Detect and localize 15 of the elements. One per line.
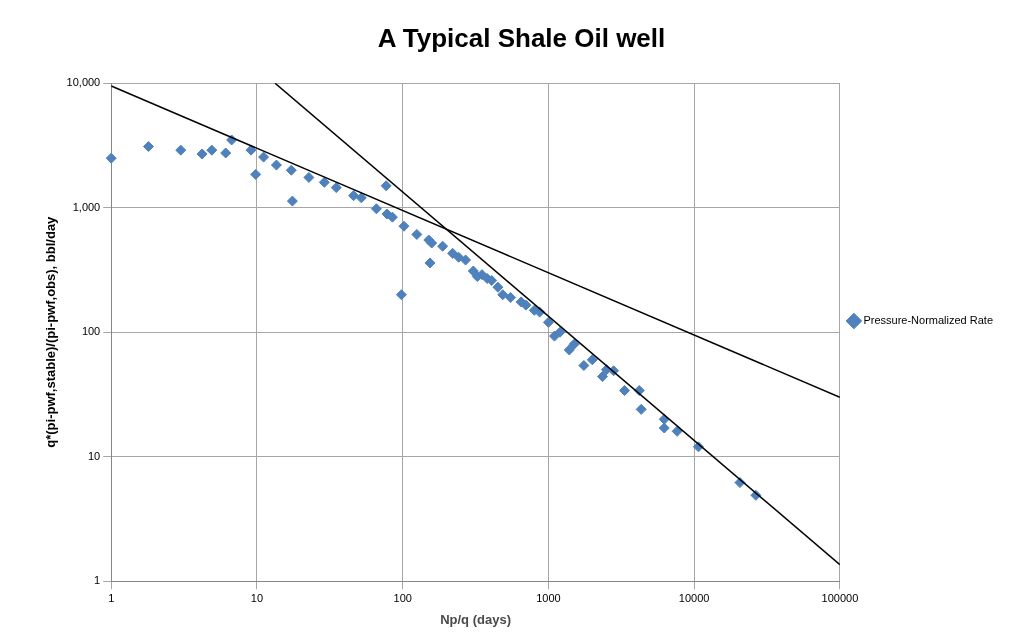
x-tick-label: 1	[108, 591, 115, 604]
chart-title: A Typical Shale Oil well	[377, 22, 666, 53]
y-tick-label: 10	[87, 449, 101, 462]
x-tick-label: 100000	[821, 591, 859, 604]
y-axis-title: q*(pi-pwf,stable)/(pi-pwf,obs), bbl/day	[43, 215, 59, 448]
x-tick-label: 10000	[678, 591, 710, 604]
y-tick-label: 10,000	[66, 76, 101, 89]
x-tick-label: 1000	[536, 591, 561, 604]
y-tick-label: 1	[94, 574, 101, 587]
x-tick-label: 10	[250, 591, 264, 604]
y-tick-label: 100	[81, 325, 101, 338]
x-tick-label: 100	[393, 591, 412, 604]
y-tick-label: 1,000	[72, 200, 101, 213]
x-axis-title: Np/q (days)	[440, 611, 511, 627]
legend-label: Pressure-Normalized Rate	[863, 314, 994, 327]
